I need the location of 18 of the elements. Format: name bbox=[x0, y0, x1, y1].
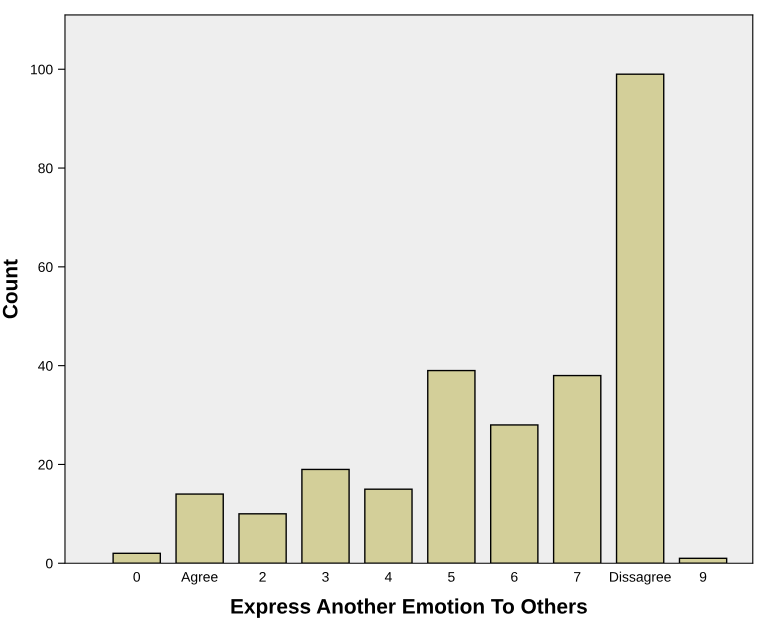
y-tick-label: 20 bbox=[38, 460, 53, 470]
y-tick-label: 60 bbox=[38, 262, 53, 272]
x-tick-label: 2 bbox=[259, 572, 266, 582]
x-tick-label: 5 bbox=[448, 572, 455, 582]
y-tick-label: 80 bbox=[38, 163, 53, 174]
x-tick-label: 6 bbox=[511, 572, 518, 582]
x-tick-label: 0 bbox=[133, 572, 140, 582]
x-tick-label: 4 bbox=[384, 572, 392, 582]
x-axis-title: Express Another Emotion To Others bbox=[231, 598, 587, 618]
x-tick-label: 7 bbox=[574, 572, 580, 582]
x-tick-label: Agree bbox=[181, 572, 218, 585]
x-tick-label: 3 bbox=[322, 572, 329, 582]
y-axis-title: Count bbox=[2, 259, 18, 318]
y-tick-label: 0 bbox=[46, 558, 53, 568]
x-tick-label: 9 bbox=[700, 572, 706, 582]
y-tick-label: 40 bbox=[38, 360, 53, 371]
y-tick-label: 100 bbox=[31, 64, 53, 74]
x-tick-label: Dissagree bbox=[610, 572, 671, 585]
